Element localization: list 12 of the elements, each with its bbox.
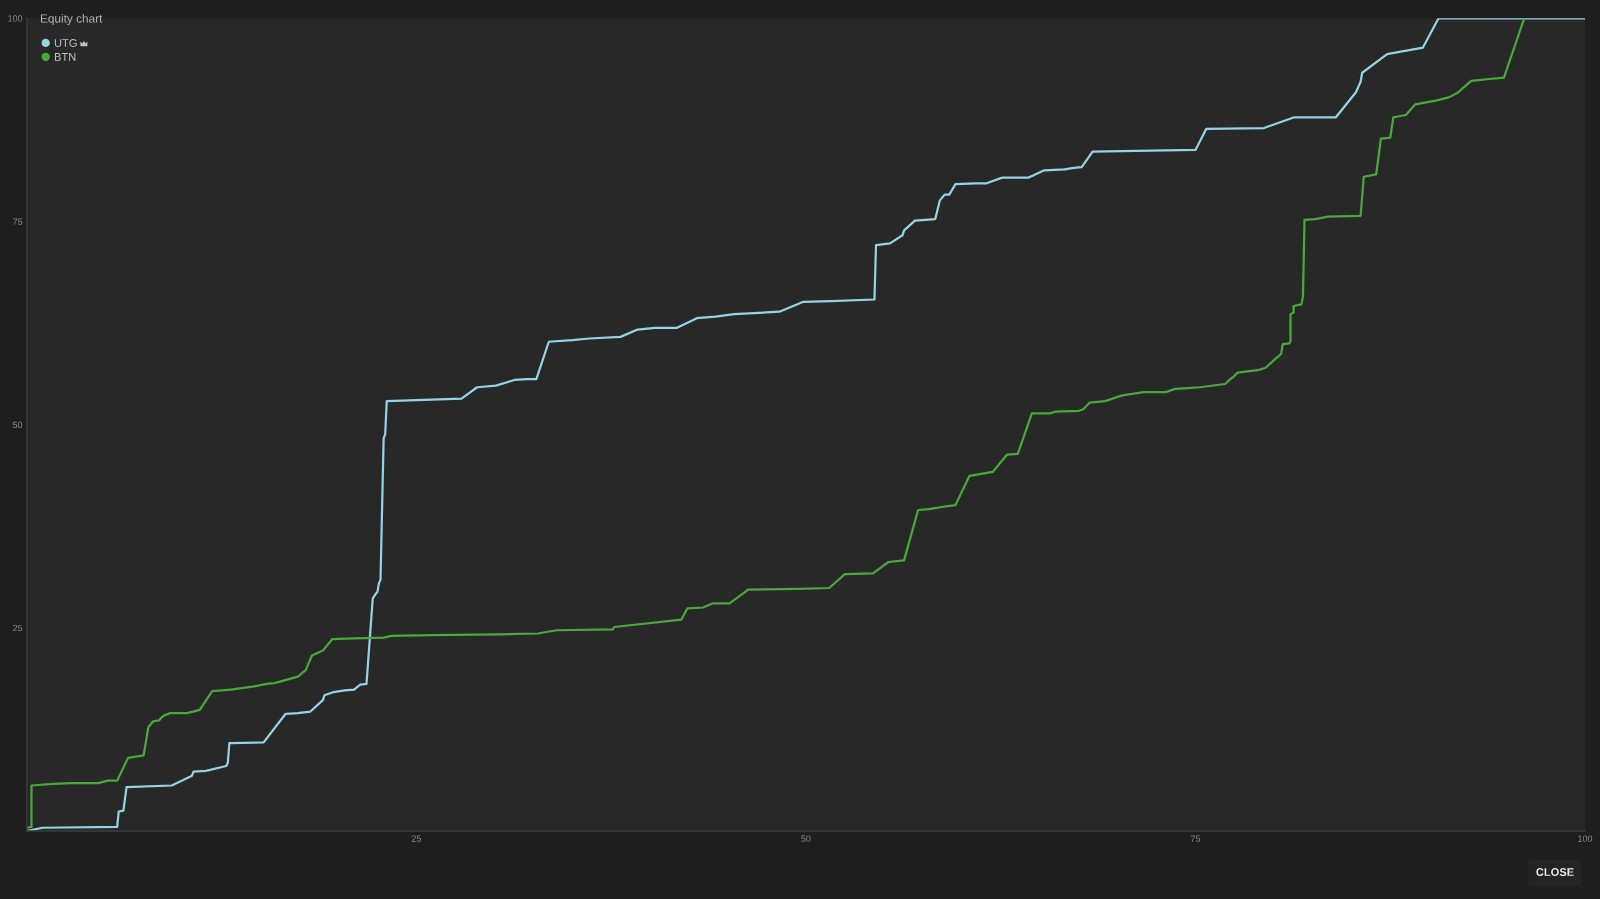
x-tick-label: 75 — [1190, 835, 1201, 842]
x-tick-label: 25 — [411, 835, 421, 842]
text: CLOSE — [1536, 868, 1574, 876]
legend-label: UTG — [54, 39, 77, 47]
chart-title: Equity chart — [40, 14, 103, 25]
y-tick-label: 100 — [8, 15, 23, 22]
y-tick-label: 25 — [13, 624, 23, 632]
legend-label: BTN — [54, 53, 76, 61]
x-tick-label: 100 — [1578, 835, 1593, 842]
y-tick-label: 75 — [13, 218, 23, 225]
y-tick-label: 50 — [12, 421, 23, 429]
x-tick-label: 50 — [801, 835, 811, 842]
